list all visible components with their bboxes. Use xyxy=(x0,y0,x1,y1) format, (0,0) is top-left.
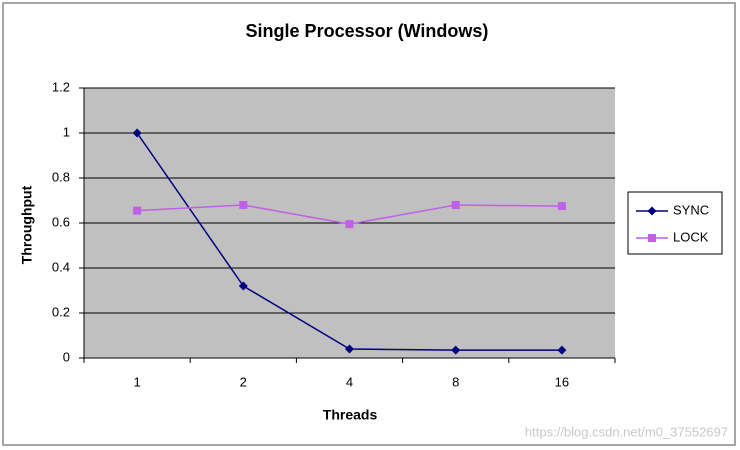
point-marker xyxy=(557,202,566,211)
legend-box xyxy=(627,191,723,255)
y-tick-label: 1.2 xyxy=(52,79,70,94)
legend-marker xyxy=(648,234,656,242)
point-marker xyxy=(238,281,248,291)
x-axis-title: Threads xyxy=(323,407,378,423)
x-tick-label: 16 xyxy=(555,374,569,389)
x-tick-label: 8 xyxy=(452,374,459,389)
point-marker xyxy=(239,201,248,209)
y-tick-label: 0.8 xyxy=(52,169,70,184)
y-tick-label: 1 xyxy=(63,124,70,139)
y-axis-title: Throughput xyxy=(19,185,35,264)
point-marker xyxy=(557,345,567,355)
legend-label: LOCK xyxy=(673,229,709,244)
chart-title: Single Processor (Windows) xyxy=(246,21,489,41)
y-tick-label: 0.2 xyxy=(52,304,70,319)
legend-marker xyxy=(647,206,657,216)
y-tick-label: 0.6 xyxy=(52,214,70,229)
x-tick-label: 4 xyxy=(346,374,353,389)
point-marker xyxy=(133,206,142,215)
x-tick-label: 1 xyxy=(133,374,140,389)
point-marker xyxy=(345,344,354,354)
watermark: https://blog.csdn.net/m0_37552697 xyxy=(525,424,728,439)
point-marker xyxy=(132,128,142,138)
x-tick-label: 2 xyxy=(240,374,247,389)
point-marker xyxy=(451,201,460,209)
point-marker xyxy=(451,345,461,355)
legend-label: SYNC xyxy=(673,202,709,217)
point-marker xyxy=(345,220,354,229)
y-tick-label: 0 xyxy=(63,349,70,364)
y-tick-label: 0.4 xyxy=(52,259,70,274)
